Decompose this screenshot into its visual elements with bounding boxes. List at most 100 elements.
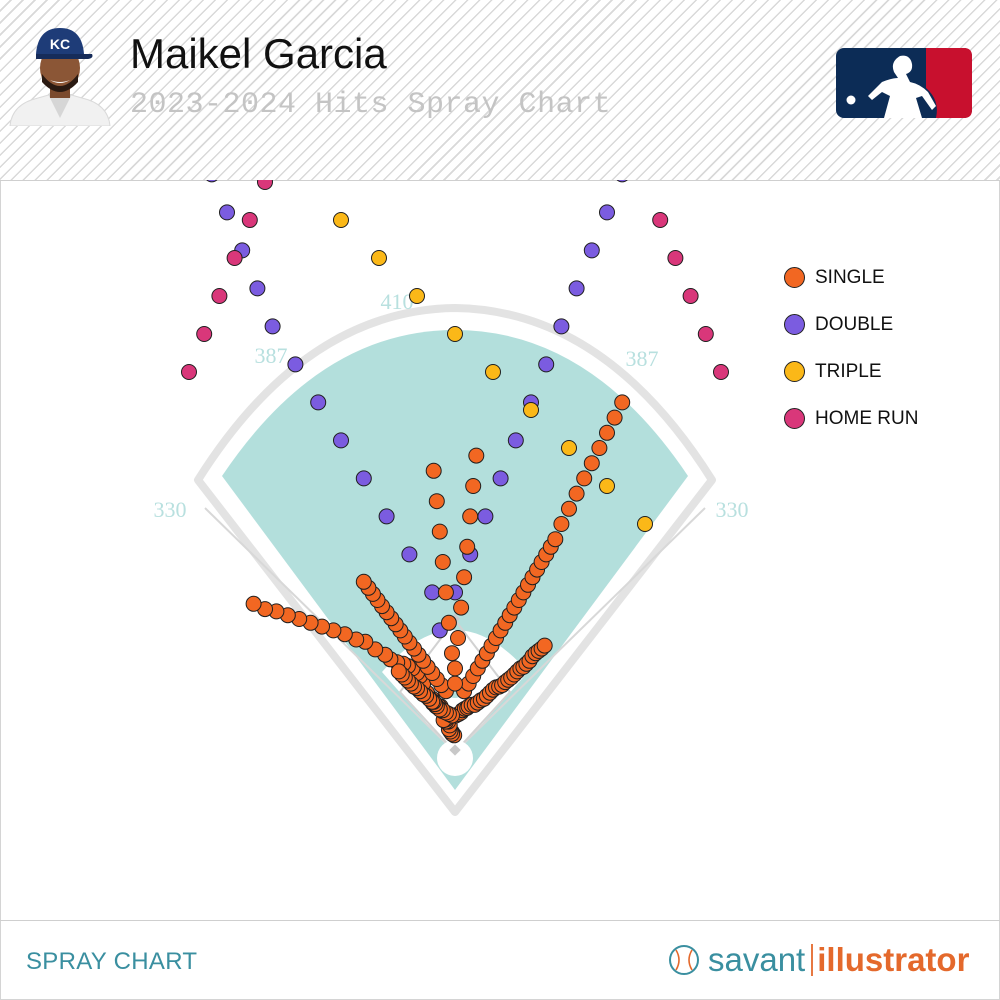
hit-point	[536, 637, 553, 654]
legend-swatch	[784, 408, 805, 429]
hit-point	[599, 424, 615, 441]
baseball-icon	[669, 945, 699, 975]
hit-point	[599, 204, 615, 221]
legend-item-home-run: HOME RUN	[784, 395, 918, 442]
legend-label: SINGLE	[815, 266, 885, 288]
legend-swatch	[784, 267, 805, 288]
legend-swatch	[784, 314, 805, 335]
brand-logo: savant illustrator	[668, 940, 969, 980]
header-banner: KC Maikel Garcia 2023-2024 Hits Spray Ch…	[0, 0, 1000, 181]
hit-point	[206, 180, 218, 183]
hit-point	[591, 440, 608, 456]
hit-point	[333, 432, 349, 449]
hit-point	[437, 584, 454, 601]
legend-item-single: SINGLE	[784, 254, 918, 301]
hit-point	[713, 364, 729, 380]
brand-illustrator: illustrator	[817, 941, 970, 978]
hit-point	[568, 280, 585, 297]
home-plate	[449, 744, 461, 756]
legend-swatch	[784, 361, 805, 382]
distance-right-field-line: 330	[716, 497, 749, 522]
hit-point	[459, 538, 476, 555]
brand-separator	[811, 944, 814, 976]
chart-subtitle: 2023-2024 Hits Spray Chart	[130, 88, 612, 122]
hit-point	[583, 242, 600, 259]
hit-point	[447, 326, 463, 342]
hit-point	[440, 614, 457, 631]
hit-point	[287, 356, 304, 373]
hit-point	[264, 318, 281, 335]
hit-point	[507, 432, 524, 449]
hit-point	[523, 402, 539, 418]
legend-label: DOUBLE	[815, 313, 894, 335]
home-plate-circle	[437, 740, 473, 776]
hit-points	[181, 180, 729, 744]
hit-point	[614, 394, 631, 411]
base-path-right	[454, 619, 512, 753]
hit-point	[583, 455, 600, 472]
hit-point	[371, 250, 387, 266]
hit-point	[450, 630, 466, 646]
hit-point	[652, 212, 669, 228]
hit-point	[409, 288, 425, 304]
base-path-left	[398, 619, 456, 753]
distance-left-center: 387	[255, 343, 288, 368]
hit-point	[492, 470, 509, 487]
hit-point	[637, 516, 653, 532]
hit-point	[196, 326, 213, 342]
team-logo-text: KC	[50, 36, 70, 52]
hit-point	[425, 462, 442, 479]
hit-point	[428, 493, 445, 510]
series-single	[245, 394, 631, 744]
legend-item-double: DOUBLE	[784, 301, 918, 348]
hit-point	[682, 288, 699, 304]
player-headshot: KC	[9, 28, 111, 126]
hit-point	[257, 180, 273, 190]
hit-point	[547, 531, 564, 548]
footer-label: SPRAY CHART	[26, 948, 198, 975]
hit-point	[485, 364, 501, 380]
hit-point	[355, 573, 372, 590]
chart-legend: SINGLE DOUBLE TRIPLE HOME RUN	[784, 254, 918, 442]
hit-point	[378, 508, 395, 525]
hit-point	[401, 546, 418, 563]
hit-point	[568, 485, 585, 502]
hit-point	[447, 675, 463, 692]
legend-label: HOME RUN	[815, 407, 919, 429]
hit-point	[561, 500, 577, 517]
distance-labels: 330 387 410 387 330	[154, 289, 749, 522]
hit-point	[538, 356, 555, 373]
hit-point	[355, 470, 372, 487]
hit-point	[606, 409, 623, 426]
hit-point	[310, 394, 327, 411]
player-name: Maikel Garcia	[130, 30, 387, 77]
hit-point	[249, 280, 266, 297]
hit-point	[453, 599, 470, 616]
brand-savant: savant	[708, 941, 806, 978]
spray-chart: 330 387 410 387 330	[154, 180, 749, 816]
distance-right-center: 387	[626, 346, 659, 371]
distance-left-field-line: 330	[154, 497, 187, 522]
hit-point	[553, 318, 570, 335]
hit-point	[553, 516, 570, 532]
hit-point	[181, 364, 197, 380]
hit-point	[424, 584, 441, 601]
hit-point	[434, 554, 451, 570]
series-triple	[333, 212, 653, 532]
footer-divider	[0, 920, 1000, 921]
hit-point	[447, 660, 463, 677]
hit-point	[226, 250, 243, 266]
hit-point	[599, 478, 615, 494]
legend-item-triple: TRIPLE	[784, 348, 918, 395]
hit-point	[245, 595, 262, 612]
hit-point	[390, 663, 407, 680]
hit-point	[444, 645, 460, 662]
hit-point	[477, 508, 494, 525]
hit-point	[697, 326, 714, 342]
legend-label: TRIPLE	[815, 360, 882, 382]
hit-point	[468, 447, 485, 464]
hit-point	[431, 523, 448, 540]
mlb-logo	[836, 48, 972, 118]
hit-point	[241, 212, 258, 228]
hit-point	[462, 508, 479, 525]
